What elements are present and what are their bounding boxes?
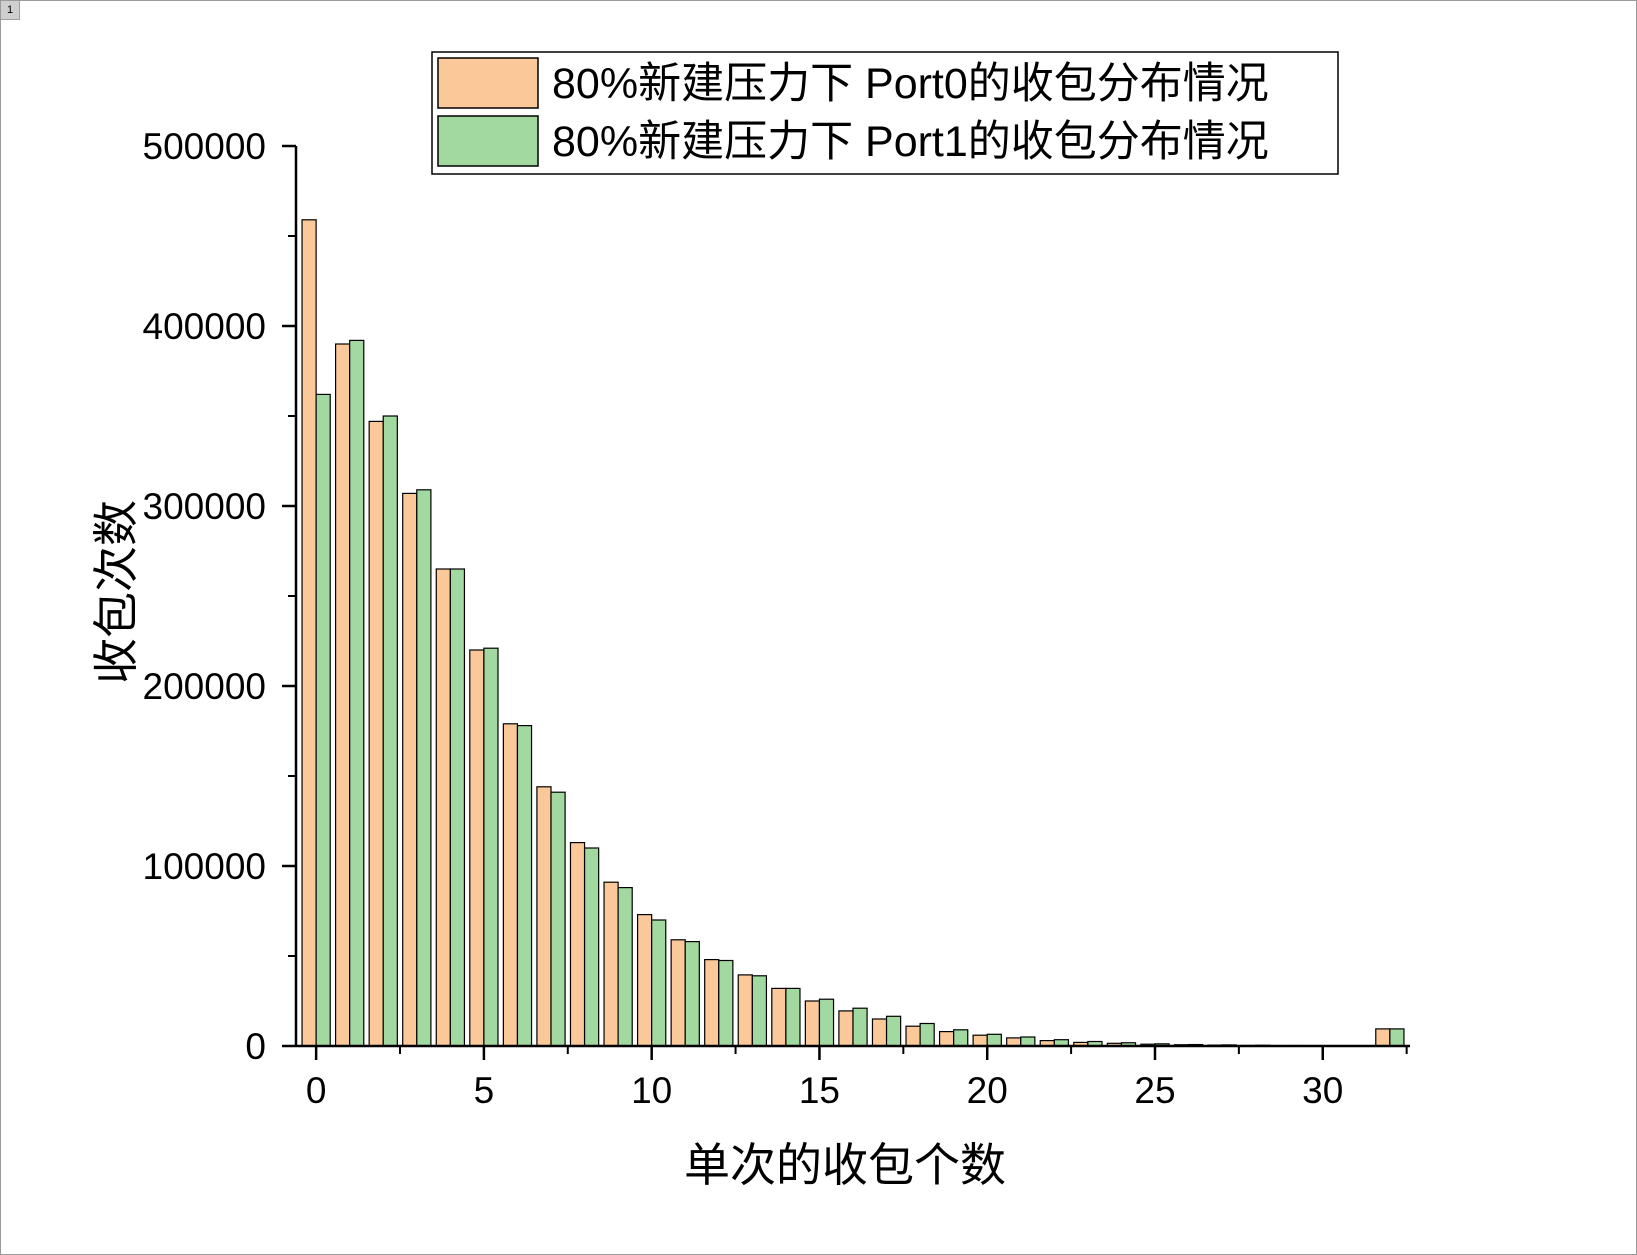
- x-tick-label: 30: [1302, 1070, 1343, 1111]
- bar-series1-x8: [583, 847, 600, 1047]
- bar-series0-x10: [636, 913, 653, 1047]
- page-tab[interactable]: 1: [1, 1, 20, 20]
- bar-series0-x15: [804, 1000, 821, 1047]
- x-tick-label: 15: [799, 1070, 840, 1111]
- bar-series0-x6: [502, 723, 519, 1047]
- legend-swatch-port1: [437, 115, 539, 167]
- x-tick-label: 0: [306, 1070, 327, 1111]
- x-tick-label: 10: [631, 1070, 672, 1111]
- bar-series0-x13: [737, 974, 753, 1047]
- bar-series0-x11: [670, 939, 686, 1047]
- bar-series1-x15: [818, 998, 835, 1047]
- bar-series0-x12: [704, 958, 720, 1047]
- y-tick-label: 0: [245, 1026, 266, 1067]
- legend: 80%新建压力下 Port0的收包分布情况 80%新建压力下 Port1的收包分…: [431, 51, 1339, 175]
- x-tick-label: 5: [474, 1070, 495, 1111]
- x-tick-label: 20: [967, 1070, 1008, 1111]
- y-tick-label: 200000: [143, 666, 266, 707]
- bar-series0-x2: [368, 420, 384, 1047]
- ticks-layer: 0 100000 200000 300000 400000 500000 0 5 10 15 20 2…: [143, 126, 1408, 1111]
- bar-series0-x14: [771, 987, 787, 1047]
- bar-series1-x5: [483, 647, 499, 1047]
- y-tick-label: 300000: [143, 486, 266, 527]
- bar-series0-x3: [402, 492, 418, 1047]
- x-axis-title: 单次的收包个数: [684, 1139, 1006, 1191]
- legend-swatch-port0: [437, 57, 539, 109]
- bars-layer: [301, 219, 1405, 1047]
- bar-series0-x4: [435, 568, 451, 1047]
- bar-series1-x9: [617, 886, 633, 1047]
- bar-series0-x0: [301, 219, 317, 1047]
- bar-series1-x19: [953, 1029, 969, 1047]
- legend-label-port1: 80%新建压力下 Port1的收包分布情况: [552, 118, 1269, 166]
- bar-series1-x21: [1020, 1036, 1036, 1047]
- bar-series0-x17: [871, 1018, 888, 1047]
- bar-series0-x20: [972, 1034, 988, 1047]
- bar-series0-x7: [536, 786, 552, 1047]
- bar-series1-x11: [684, 940, 700, 1047]
- bar-series1-x6: [516, 724, 533, 1047]
- bar-series1-x7: [550, 791, 566, 1047]
- bar-series1-x16: [852, 1007, 868, 1047]
- bar-series1-x20: [986, 1033, 1002, 1047]
- legend-label-port0: 80%新建压力下 Port0的收包分布情况: [552, 60, 1269, 108]
- x-tick-label: 25: [1134, 1070, 1175, 1111]
- bar-series1-x10: [651, 919, 667, 1047]
- bar-series1-x13: [751, 975, 768, 1047]
- bar-series0-x16: [838, 1010, 854, 1047]
- bar-series1-x14: [785, 987, 801, 1047]
- bar-series0-x19: [938, 1030, 955, 1047]
- y-tick-label: 400000: [143, 306, 266, 347]
- bar-series1-x32: [1389, 1028, 1405, 1047]
- bar-series0-x32: [1375, 1028, 1391, 1047]
- bar-series1-x18: [919, 1022, 935, 1047]
- bar-series1-x12: [718, 959, 734, 1047]
- bar-series0-x18: [905, 1025, 921, 1047]
- legend-box: [431, 51, 1339, 175]
- bar-series1-x3: [416, 489, 432, 1047]
- bar-series0-x5: [469, 649, 485, 1047]
- y-tick-label: 100000: [143, 846, 266, 887]
- bar-series0-x1: [334, 343, 351, 1047]
- bar-series1-x17: [885, 1015, 902, 1047]
- bar-series0-x8: [569, 841, 586, 1047]
- bar-series1-x0: [315, 393, 331, 1047]
- y-axis-title: 收包次数: [90, 500, 142, 684]
- bar-series1-x1: [349, 339, 365, 1047]
- bar-series1-x2: [382, 415, 398, 1047]
- bar-series1-x4: [449, 568, 466, 1047]
- y-tick-label: 500000: [143, 126, 266, 167]
- bar-series0-x9: [603, 881, 619, 1047]
